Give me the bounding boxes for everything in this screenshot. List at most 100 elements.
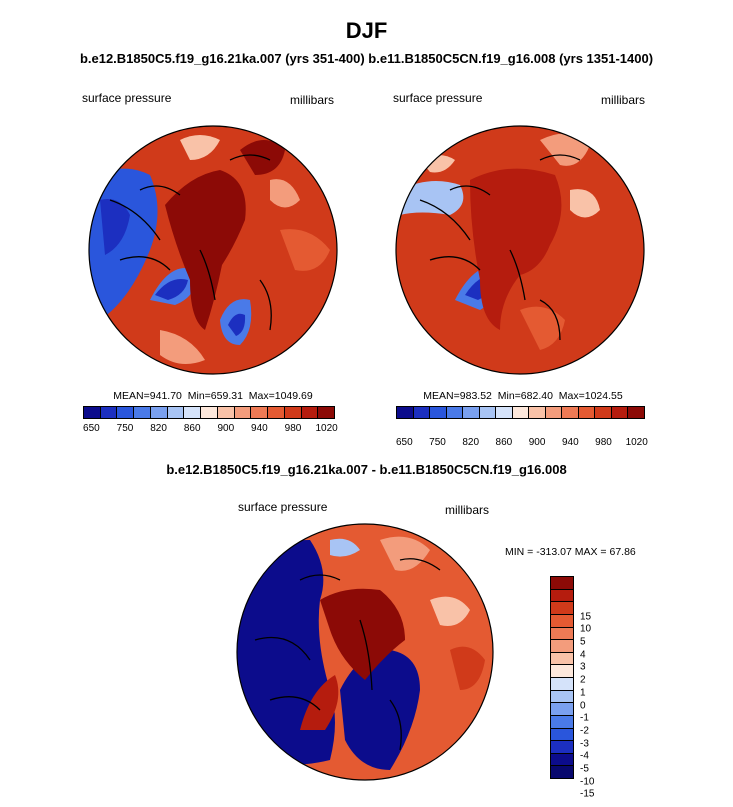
colorbar-tick-label: -5 [580,763,589,775]
colorbar-tick-label: -2 [580,725,589,737]
colorbar-tick-label: 1 [580,687,586,699]
panel1-left-label: surface pressure [82,91,172,105]
colorbar-swatch [268,407,285,418]
colorbar-swatch [551,715,573,729]
diff-title: b.e12.B1850C5.f19_g16.21ka.007 - b.e11.B… [166,462,567,477]
panel1-field-high-pole [165,170,246,330]
panel3-map [236,523,494,781]
panel1-coastlines [109,154,272,331]
panel3-colorbar [550,576,574,779]
colorbar-swatch [167,407,185,418]
colorbar-swatch [463,407,480,418]
figure-subtitle: b.e12.B1850C5.f19_g16.21ka.007 (yrs 351-… [79,51,654,66]
panel1-map-border [88,125,338,375]
colorbar-swatch [397,407,414,418]
colorbar-swatch [551,766,573,778]
colorbar-swatch [551,640,573,653]
colorbar-swatch [318,407,335,418]
colorbar-swatch [551,741,573,754]
panel3-field-low-west [237,540,335,765]
panel3-left-label: surface pressure [238,500,328,514]
colorbar-swatch [551,577,573,590]
colorbar-swatch [551,652,573,666]
colorbar-tick-label: 750 [116,423,134,434]
colorbar-tick-label: -10 [580,776,595,788]
colorbar-swatch [551,678,573,691]
colorbar-tick-label: 860 [495,437,513,448]
panel2-colorbar [396,406,645,419]
colorbar-swatch [301,407,319,418]
panel3-stats: MIN = -313.07 MAX = 67.86 [505,546,636,558]
colorbar-tick-label: 980 [284,423,302,434]
colorbar-swatch [551,589,573,603]
colorbar-tick-label: 900 [528,437,546,448]
colorbar-swatch [184,407,202,418]
panel2-coastlines [419,154,581,341]
colorbar-swatch [578,407,596,418]
colorbar-tick-label: 820 [462,437,480,448]
colorbar-swatch [551,602,573,615]
colorbar-tick-label: 1020 [315,423,338,434]
colorbar-swatch [551,690,573,704]
colorbar-swatch [551,703,573,716]
panel2-right-label: millibars [601,93,646,107]
panel3-field-low-scandinavia [340,650,420,770]
colorbar-swatch [117,407,135,418]
colorbar-tick-label: -4 [580,750,589,762]
colorbar-swatch [150,407,168,418]
colorbar-tick-label: 650 [83,423,100,434]
panel2-stats: MEAN=983.52 Min=682.40 Max=1024.55 [423,390,623,402]
panel2-map-border [395,125,645,375]
colorbar-swatch [496,407,513,418]
figure-title: DJF [345,18,388,43]
colorbar-swatch [595,407,612,418]
colorbar-tick-label: 5 [580,636,586,648]
colorbar-tick-label: 3 [580,661,586,673]
colorbar-swatch [479,407,497,418]
colorbar-swatch [446,407,464,418]
colorbar-swatch [611,407,629,418]
panel2-left-label: surface pressure [393,91,483,105]
colorbar-swatch [628,407,644,418]
panel1-colorbar [83,406,335,419]
colorbar-tick-label: 4 [580,649,586,661]
panel1-stats: MEAN=941.70 Min=659.31 Max=1049.69 [113,390,313,402]
colorbar-tick-label: 820 [150,423,167,434]
colorbar-swatch [551,728,573,742]
colorbar-swatch [545,407,563,418]
colorbar-swatch [413,407,431,418]
colorbar-tick-label: -15 [580,788,595,800]
colorbar-swatch [84,407,101,418]
colorbar-swatch [551,753,573,767]
colorbar-tick-label: -1 [580,712,589,724]
colorbar-swatch [217,407,235,418]
colorbar-swatch [551,665,573,678]
panel3-field-high-pole [320,588,405,680]
panel3-map-border [236,523,494,781]
panel1-colorbar-ticks: 650 750 820 860 900 940 980 1020 [83,423,338,437]
colorbar-swatch [234,407,252,418]
panel1-map [88,125,338,375]
colorbar-tick-label: 750 [429,437,446,448]
panel3-colorbar-ticks: 15 10 5 4 3 2 1 0 -1 -2 -3 -4 -5 -10 -15 [580,604,620,807]
colorbar-swatch [529,407,546,418]
colorbar-tick-label: 900 [217,423,235,434]
colorbar-swatch [551,614,573,628]
colorbar-swatch [562,407,579,418]
colorbar-tick-label: 980 [595,437,612,448]
colorbar-tick-label: 1020 [625,437,648,448]
colorbar-tick-label: 15 [580,611,592,623]
colorbar-tick-label: -3 [580,738,589,750]
colorbar-tick-label: 860 [183,423,201,434]
colorbar-tick-label: 940 [561,437,579,448]
colorbar-swatch [201,407,218,418]
colorbar-swatch [134,407,151,418]
panel1-field-low-west [89,168,158,320]
colorbar-tick-label: 0 [580,700,586,711]
panel2-field-high-pole [470,168,562,330]
colorbar-swatch [551,627,573,641]
colorbar-swatch [430,407,447,418]
colorbar-swatch [284,407,302,418]
colorbar-tick-label: 650 [395,437,413,448]
colorbar-tick-label: 10 [580,623,592,635]
